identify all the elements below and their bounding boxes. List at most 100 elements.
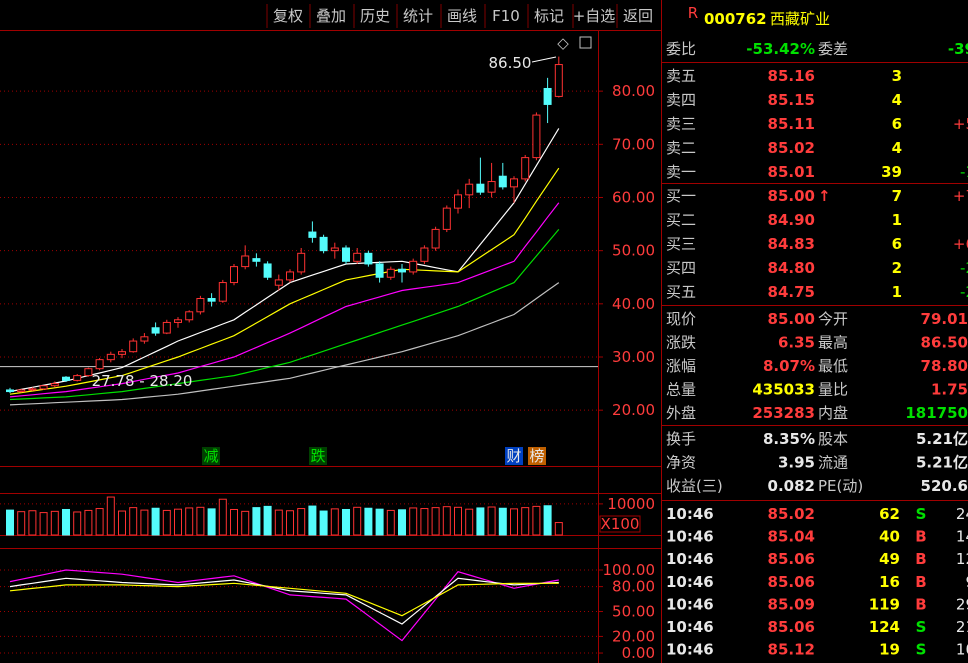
volume-bar	[151, 507, 160, 536]
volume-bar	[50, 510, 59, 536]
toolbar-button[interactable]: 标记	[534, 7, 564, 25]
toolbar-button[interactable]: 统计	[403, 7, 433, 25]
marker[interactable]: 跌	[310, 447, 325, 465]
unit-box	[599, 515, 641, 533]
candle-body	[230, 266, 238, 284]
volume-bar	[476, 507, 485, 536]
price: 84.80	[768, 259, 815, 277]
value: 253283	[752, 404, 815, 422]
candle-body	[62, 376, 70, 381]
candle-body	[521, 157, 530, 180]
trade-price: 85.06	[768, 618, 815, 636]
candle-body	[297, 252, 306, 273]
label: 最低	[818, 357, 848, 375]
volume-bar	[230, 508, 238, 536]
trade-price: 85.06	[768, 550, 815, 568]
marker-box[interactable]	[528, 447, 546, 465]
candle-body	[151, 327, 160, 334]
volume-bar	[431, 507, 440, 536]
candle-body	[6, 389, 14, 393]
volume-bar	[106, 496, 115, 536]
toolbar-button[interactable]: 叠加	[316, 7, 346, 25]
price: 84.83	[768, 235, 815, 253]
value: 181750	[905, 404, 968, 422]
candle-body	[409, 260, 418, 273]
y-tick-label: 50.00	[612, 242, 655, 260]
label: 股本	[818, 430, 848, 448]
volume: 4	[892, 91, 902, 109]
label: 净资	[666, 454, 696, 472]
indicator-line	[9, 202, 560, 398]
value: -39	[948, 40, 968, 58]
price: 85.00	[768, 187, 815, 205]
marker[interactable]: 减	[203, 447, 218, 465]
marker-box[interactable]	[309, 447, 327, 465]
change: -1	[960, 163, 968, 181]
value: 85.00	[768, 310, 815, 328]
value: 78.80	[921, 357, 968, 375]
stock-name: 西藏矿业	[770, 10, 830, 28]
volume-bar	[398, 509, 406, 536]
marker-box[interactable]	[202, 447, 220, 465]
marker[interactable]: 榜	[529, 447, 544, 465]
candle-body	[274, 279, 283, 286]
volume-bar	[17, 511, 26, 536]
candle-body	[286, 271, 294, 281]
candle-body	[185, 311, 194, 321]
label: 涨跌	[666, 334, 696, 352]
trade-side: B	[915, 595, 926, 613]
candle-body	[532, 114, 541, 159]
volume-bar	[487, 506, 496, 536]
volume: 6	[892, 115, 902, 133]
flag: R	[688, 4, 698, 22]
label: 量比	[818, 381, 848, 399]
label: 买三	[666, 235, 696, 253]
volume-bar	[442, 506, 451, 536]
candle-body	[241, 255, 250, 268]
icon[interactable]: ◇	[557, 34, 569, 52]
volume-bar	[84, 509, 93, 536]
price: 85.16	[768, 67, 815, 85]
volume: 1	[892, 211, 902, 229]
toolbar-button[interactable]: 复权	[273, 7, 303, 25]
toolbar-button[interactable]: 画线	[447, 7, 477, 25]
volume-bar	[420, 508, 429, 536]
toolbar-button[interactable]: 历史	[360, 7, 390, 25]
marker-box[interactable]	[505, 447, 523, 465]
label: 外盘	[666, 404, 696, 422]
toolbar-button[interactable]: F10	[492, 7, 520, 25]
y-tick-label: 20.00	[612, 627, 655, 645]
indicator-line	[9, 167, 560, 395]
trade-time: 10:46	[666, 573, 714, 591]
trade-side: S	[916, 641, 927, 659]
volume: 6	[892, 235, 902, 253]
volume: 39	[881, 163, 902, 181]
marker[interactable]: 财	[506, 447, 521, 465]
y-tick-label: 0.00	[622, 644, 655, 662]
trade-price: 85.09	[768, 595, 815, 613]
candle-body	[353, 252, 362, 262]
value: 79.01	[921, 310, 968, 328]
volume-bar	[308, 505, 317, 536]
toolbar-button[interactable]: +自选	[573, 7, 616, 25]
icon[interactable]	[579, 36, 592, 49]
volume-bar	[409, 507, 418, 536]
trade-side: B	[915, 550, 926, 568]
indicator-line	[9, 229, 560, 401]
volume-bar	[185, 507, 194, 536]
volume-bar	[319, 510, 328, 536]
trade-volume: 62	[879, 505, 900, 523]
toolbar-button[interactable]: 返回	[623, 7, 653, 25]
trade-time: 10:46	[666, 505, 714, 523]
stock-code: 000762	[704, 10, 767, 28]
volume-bar	[386, 509, 395, 536]
change: +6	[953, 235, 968, 253]
volume-bar	[6, 509, 14, 536]
change: +7	[953, 187, 968, 205]
volume-bar	[297, 508, 306, 536]
candle-body	[252, 258, 261, 262]
price: 84.90	[768, 211, 815, 229]
volume: 4	[892, 139, 902, 157]
candle-body	[342, 247, 350, 262]
